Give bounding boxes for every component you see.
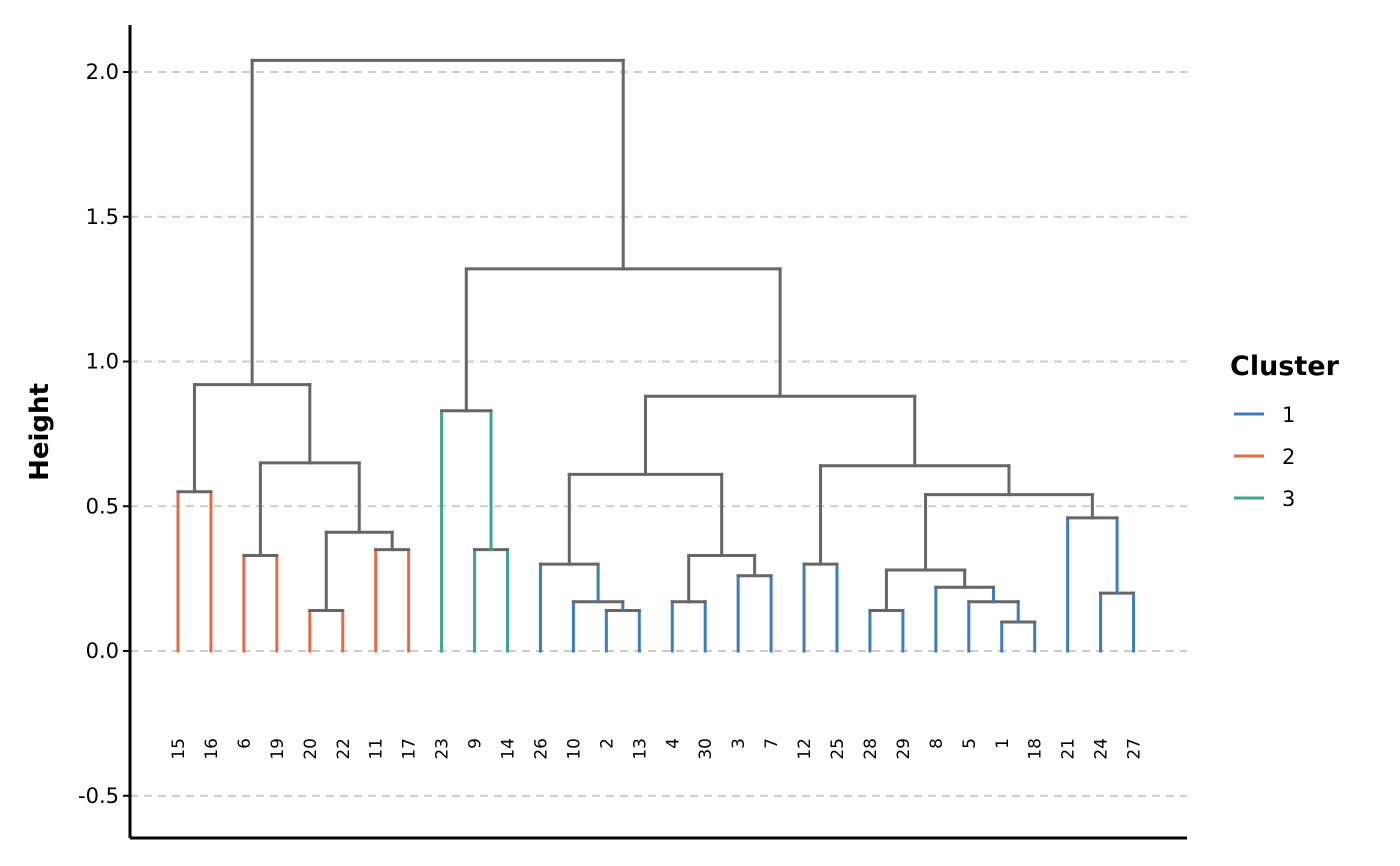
leaf-label: 27 <box>1125 738 1145 760</box>
leaf-label: 29 <box>894 738 914 760</box>
leaf-label: 24 <box>1092 738 1112 760</box>
y-axis-title: Height <box>25 383 55 481</box>
y-tick-label: 0.5 <box>86 494 119 518</box>
leaf-label: 25 <box>828 738 848 760</box>
leaf-label: 10 <box>564 738 584 760</box>
leaf-label: 7 <box>762 738 782 749</box>
leaf-labels: 15 16 6 19 20 22 11 17 23 9 14 26 10 2 13 4 30 3 7 12 25 28 29… <box>169 738 1145 760</box>
legend-title: Cluster <box>1230 351 1340 382</box>
leaf-label: 8 <box>927 738 947 749</box>
leaf-label: 14 <box>499 738 519 760</box>
leaf-label: 23 <box>433 738 453 760</box>
leaf-label: 1 <box>993 738 1013 749</box>
legend-label: 3 <box>1282 487 1295 511</box>
leaf-label: 21 <box>1059 738 1079 760</box>
y-tick-label: 1.0 <box>86 350 119 374</box>
leaf-label: 11 <box>367 738 387 760</box>
y-tick-label: 2.0 <box>86 60 119 84</box>
leaf-label: 2 <box>597 738 617 749</box>
leaf-label: 30 <box>696 738 716 760</box>
dendrogram-branches <box>176 58 1136 653</box>
leaf-label: 4 <box>663 738 683 749</box>
leaf-label: 16 <box>202 738 222 760</box>
y-tick-label: 1.5 <box>86 205 119 229</box>
leaf-label: 19 <box>268 738 288 760</box>
leaf-label: 3 <box>729 738 749 749</box>
leaf-label: 20 <box>301 738 321 760</box>
leaf-label: 6 <box>235 738 255 749</box>
legend-label: 2 <box>1282 445 1295 469</box>
legend: Cluster 1 2 3 <box>1230 351 1340 511</box>
leaf-label: 9 <box>466 738 486 749</box>
legend-label: 1 <box>1282 403 1295 427</box>
gridlines <box>130 71 1187 797</box>
leaf-label: 26 <box>531 738 551 760</box>
leaf-label: 28 <box>861 738 881 760</box>
leaf-label: 15 <box>169 738 189 760</box>
leaf-label: 13 <box>630 738 650 760</box>
leaf-label: 17 <box>400 738 420 760</box>
y-tick-label: 0.0 <box>86 639 119 663</box>
leaf-label: 5 <box>960 738 980 749</box>
axes: -0.5 0.0 0.5 1.0 1.5 2.0 <box>78 25 1187 840</box>
leaf-label: 22 <box>334 738 354 760</box>
leaf-label: 18 <box>1026 738 1046 760</box>
leaf-label: 12 <box>795 738 815 760</box>
y-tick-label: -0.5 <box>78 784 119 808</box>
